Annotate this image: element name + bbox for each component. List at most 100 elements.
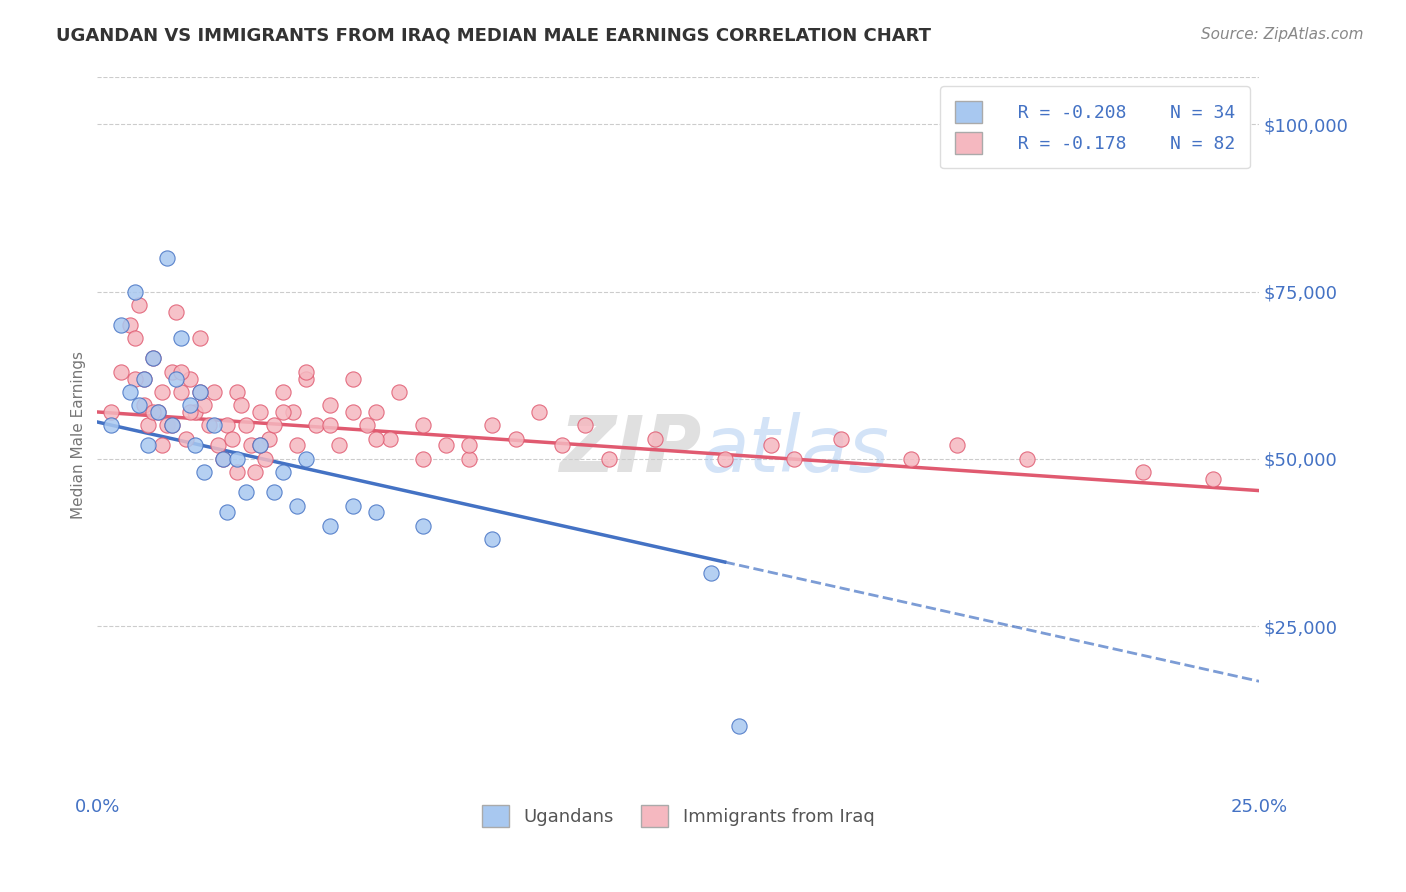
Point xyxy=(249,405,271,419)
Point xyxy=(184,405,207,419)
Point xyxy=(412,518,434,533)
Point xyxy=(458,438,481,452)
Point xyxy=(388,384,411,399)
Point xyxy=(318,418,340,433)
Point xyxy=(434,438,457,452)
Point xyxy=(165,304,187,318)
Point xyxy=(412,418,434,433)
Point xyxy=(132,371,155,385)
Point xyxy=(235,418,257,433)
Point xyxy=(225,451,247,466)
Point xyxy=(165,371,187,385)
Point xyxy=(128,298,150,312)
Point xyxy=(412,451,434,466)
Point xyxy=(900,451,922,466)
Point xyxy=(249,438,271,452)
Point xyxy=(202,384,225,399)
Point xyxy=(142,351,165,366)
Point xyxy=(253,451,276,466)
Point xyxy=(366,505,388,519)
Point xyxy=(100,418,122,433)
Point xyxy=(271,384,294,399)
Point xyxy=(342,499,364,513)
Text: atlas: atlas xyxy=(702,412,890,488)
Text: UGANDAN VS IMMIGRANTS FROM IRAQ MEDIAN MALE EARNINGS CORRELATION CHART: UGANDAN VS IMMIGRANTS FROM IRAQ MEDIAN M… xyxy=(56,27,931,45)
Point xyxy=(110,318,132,332)
Point xyxy=(305,418,328,433)
Point xyxy=(1015,451,1038,466)
Point xyxy=(138,418,160,433)
Point xyxy=(225,465,247,479)
Point xyxy=(946,438,969,452)
Point xyxy=(366,405,388,419)
Point xyxy=(207,438,229,452)
Point xyxy=(184,438,207,452)
Point xyxy=(263,485,285,500)
Point xyxy=(124,371,146,385)
Point xyxy=(342,405,364,419)
Point xyxy=(124,285,146,299)
Point xyxy=(271,465,294,479)
Point xyxy=(551,438,574,452)
Point xyxy=(188,384,211,399)
Point xyxy=(152,384,174,399)
Point xyxy=(285,438,308,452)
Point xyxy=(170,331,193,345)
Point xyxy=(146,405,169,419)
Point xyxy=(527,405,550,419)
Point xyxy=(211,451,233,466)
Point xyxy=(281,405,304,419)
Point xyxy=(142,405,165,419)
Point xyxy=(170,365,193,379)
Point xyxy=(783,451,806,466)
Point xyxy=(1201,472,1223,486)
Point xyxy=(328,438,350,452)
Point xyxy=(318,518,340,533)
Point xyxy=(221,432,243,446)
Point xyxy=(128,398,150,412)
Legend: Ugandans, Immigrants from Iraq: Ugandans, Immigrants from Iraq xyxy=(475,798,882,834)
Point xyxy=(245,465,267,479)
Point xyxy=(727,719,749,733)
Point xyxy=(713,451,735,466)
Point xyxy=(170,384,193,399)
Point xyxy=(481,418,503,433)
Point xyxy=(295,365,318,379)
Point xyxy=(202,418,225,433)
Text: Source: ZipAtlas.com: Source: ZipAtlas.com xyxy=(1201,27,1364,42)
Point xyxy=(179,371,201,385)
Point xyxy=(239,438,262,452)
Point xyxy=(188,384,211,399)
Point xyxy=(156,251,179,265)
Point xyxy=(174,432,197,446)
Point xyxy=(505,432,527,446)
Point xyxy=(231,398,253,412)
Point xyxy=(574,418,596,433)
Point xyxy=(295,371,318,385)
Point xyxy=(110,365,132,379)
Point xyxy=(142,351,165,366)
Point xyxy=(759,438,782,452)
Point xyxy=(295,451,318,466)
Point xyxy=(160,365,183,379)
Point xyxy=(211,451,233,466)
Point xyxy=(118,318,141,332)
Point xyxy=(481,532,503,546)
Point xyxy=(146,405,169,419)
Point xyxy=(285,499,308,513)
Point xyxy=(318,398,340,412)
Point xyxy=(132,371,155,385)
Point xyxy=(193,465,215,479)
Point xyxy=(830,432,852,446)
Point xyxy=(188,331,211,345)
Point xyxy=(700,566,723,580)
Point xyxy=(193,398,215,412)
Point xyxy=(179,405,201,419)
Point xyxy=(366,432,388,446)
Point xyxy=(198,418,221,433)
Point xyxy=(235,485,257,500)
Y-axis label: Median Male Earnings: Median Male Earnings xyxy=(72,351,86,519)
Point xyxy=(644,432,666,446)
Point xyxy=(160,418,183,433)
Point xyxy=(225,384,247,399)
